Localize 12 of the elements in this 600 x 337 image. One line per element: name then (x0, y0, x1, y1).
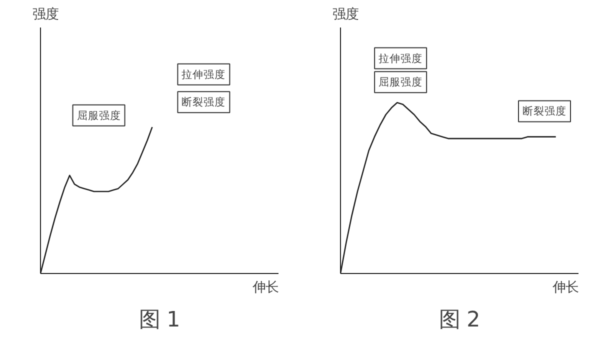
text: 图 2 (438, 308, 480, 332)
y-axis-title: 强度 (32, 6, 58, 22)
text: 图 1 (138, 308, 180, 332)
text: 拉伸强度 (378, 52, 423, 65)
text: 屈服强度 (76, 108, 121, 122)
x-axis-title: 伸长 (252, 280, 278, 296)
annotation: 断裂强度 (522, 104, 566, 118)
text: 拉伸强度 (182, 68, 226, 81)
text: 断裂强度 (182, 96, 226, 109)
text: 屈服强度 (378, 76, 423, 89)
y-axis-title: 强度 (332, 6, 358, 22)
x-axis-title: 伸长 (552, 280, 578, 296)
